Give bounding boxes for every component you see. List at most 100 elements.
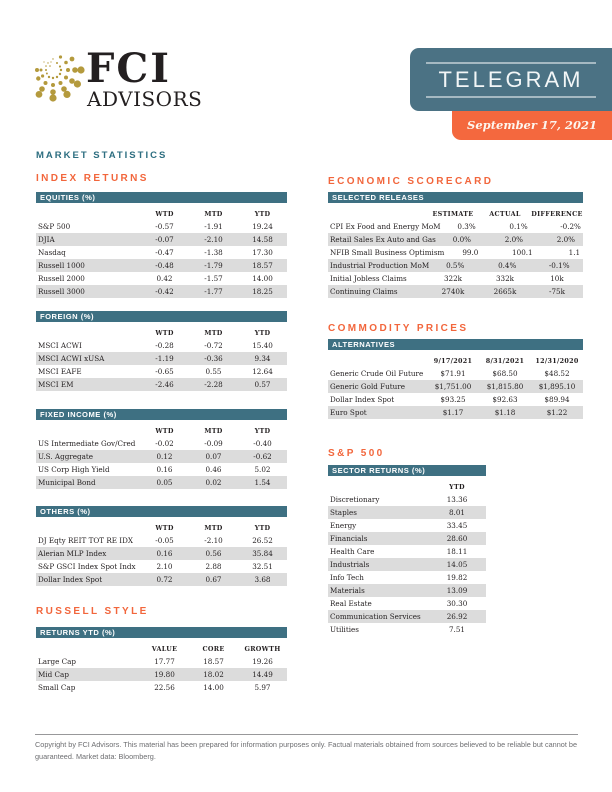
issue-date-banner: September 17, 2021 [452, 111, 612, 140]
column-header: MTD [204, 209, 223, 218]
row-label: Financials [330, 534, 368, 543]
row-label: Russell 3000 [38, 287, 85, 296]
cell-value: 0.4% [498, 261, 517, 270]
row-label: MSCI EM [38, 380, 74, 389]
column-header-row: WTD MTD YTD [36, 326, 287, 339]
fixed-income-header-bar: FIXED INCOME (%) [36, 409, 287, 420]
cell-value: 2665k [493, 287, 517, 296]
cell-value: -1.77 [204, 287, 223, 296]
cell-value: $1,815.80 [486, 382, 524, 391]
cell-value: -0.72 [204, 341, 223, 350]
cell-value: 0.3% [457, 222, 476, 231]
cell-value: 2740k [441, 287, 465, 296]
cell-value: 322k [443, 274, 463, 283]
cell-value: 13.09 [446, 586, 468, 595]
table-row: Continuing Claims 2740k 2665k -75k [328, 285, 583, 298]
row-label: US Corp High Yield [38, 465, 110, 474]
table-row: Municipal Bond 0.05 0.02 1.54 [36, 476, 287, 489]
footer-disclaimer: Copyright by FCI Advisors. This material… [35, 740, 578, 762]
row-label: Russell 1000 [38, 261, 85, 270]
row-label: Dollar Index Spot [38, 575, 103, 584]
table-row: Nasdaq -0.47 -1.38 17.30 [36, 246, 287, 259]
column-header: WTD [155, 328, 174, 337]
equities-table: EQUITIES (%) WTD MTD YTD S&P 500 -0.57 -1.91 1… [36, 192, 287, 298]
table-row: MSCI ACWI xUSA -1.19 -0.36 9.34 [36, 352, 287, 365]
row-label: Info Tech [330, 573, 364, 582]
column-header: WTD [155, 523, 174, 532]
row-label: Industrial Production MoM [330, 261, 430, 270]
row-label: US Intermediate Gov/Cred [38, 439, 136, 448]
alternatives-header-bar: ALTERNATIVES [328, 339, 583, 350]
table-row: US Corp High Yield 0.16 0.46 5.02 [36, 463, 287, 476]
cell-value: -2.10 [204, 536, 223, 545]
cell-value: 14.58 [252, 235, 273, 244]
row-label: Utilities [330, 625, 359, 634]
cell-value: -0.2% [560, 222, 581, 231]
banner-rule-bottom [426, 95, 596, 98]
column-header-row: WTD MTD YTD [36, 521, 287, 534]
cell-value: 14.49 [252, 670, 273, 679]
table-row: Retail Sales Ex Auto and Gas 0.0% 2.0% 2.0% [328, 233, 583, 246]
cell-value: $93.25 [440, 395, 466, 404]
column-header-row: VALUE CORE GROWTH [36, 642, 287, 655]
table-row: DJ Eqty REIT TOT RE IDX -0.05 -2.10 26.52 [36, 534, 287, 547]
table-row: Communication Services 26.92 [328, 610, 486, 623]
column-header: YTD [254, 523, 271, 532]
foreign-header-bar: FOREIGN (%) [36, 311, 287, 322]
table-row: Small Cap 22.56 14.00 5.97 [36, 681, 287, 694]
cell-value: $89.94 [544, 395, 570, 404]
table-row: MSCI EAFE -0.65 0.55 12.64 [36, 365, 287, 378]
cell-value: 0.46 [205, 465, 222, 474]
cell-value: 26.92 [446, 612, 468, 621]
column-header: WTD [155, 209, 174, 218]
cell-value: -1.57 [204, 274, 223, 283]
cell-value: -2.28 [204, 380, 223, 389]
row-label: Energy [330, 521, 357, 530]
cell-value: 0.1% [509, 222, 528, 231]
cell-value: 2.0% [556, 235, 576, 244]
cell-value: $1.22 [546, 408, 568, 417]
table-row: Materials 13.09 [328, 584, 486, 597]
banner-title: TELEGRAM [438, 66, 584, 92]
cell-value: 0.5% [446, 261, 465, 270]
cell-value: 0.72 [156, 575, 173, 584]
table-row: Real Estate 30.30 [328, 597, 486, 610]
equities-header-bar: EQUITIES (%) [36, 192, 287, 203]
sector-returns-header-bar: SECTOR RETURNS (%) [328, 465, 486, 476]
row-label: Generic Gold Future [330, 382, 405, 391]
column-header: MTD [204, 328, 223, 337]
row-label: Nasdaq [38, 248, 66, 257]
table-row: MSCI EM -2.46 -2.28 0.57 [36, 378, 287, 391]
cell-value: $1.17 [442, 408, 464, 417]
fci-dotted-globe-icon [35, 55, 85, 102]
table-row: Dollar Index Spot 0.72 0.67 3.68 [36, 573, 287, 586]
row-label: Communication Services [330, 612, 421, 621]
table-row: NFIB Small Business Optimism 99.0 100.1 1.1 [328, 246, 583, 259]
cell-value: -1.91 [204, 222, 223, 231]
row-label: Small Cap [38, 683, 76, 692]
row-label: DJ Eqty REIT TOT RE IDX [38, 536, 134, 545]
economic-scorecard-title: ECONOMIC SCORECARD [328, 176, 494, 187]
row-label: Large Cap [38, 657, 77, 666]
column-header: CORE [202, 644, 225, 653]
table-row: Initial Jobless Claims 322k 332k 10k [328, 272, 583, 285]
cell-value: -0.65 [155, 367, 174, 376]
cell-value: -0.42 [155, 287, 174, 296]
cell-value: -0.05 [155, 536, 174, 545]
row-label: MSCI EAFE [38, 367, 82, 376]
sp500-title: S&P 500 [328, 448, 385, 459]
cell-value: -0.40 [253, 439, 272, 448]
column-header: 8/31/2021 [485, 356, 525, 365]
table-row: Dollar Index Spot $93.25 $92.63 $89.94 [328, 393, 583, 406]
cell-value: 0.57 [254, 380, 271, 389]
cell-value: 9.34 [254, 354, 271, 363]
commodity-prices-title: COMMODITY PRICES [328, 323, 469, 334]
cell-value: 0.05 [156, 478, 173, 487]
cell-value: $48.52 [544, 369, 570, 378]
cell-value: 35.84 [252, 549, 273, 558]
row-label: Municipal Bond [38, 478, 96, 487]
row-label: MSCI ACWI [38, 341, 82, 350]
cell-value: 5.02 [254, 465, 271, 474]
cell-value: 1.54 [254, 478, 271, 487]
